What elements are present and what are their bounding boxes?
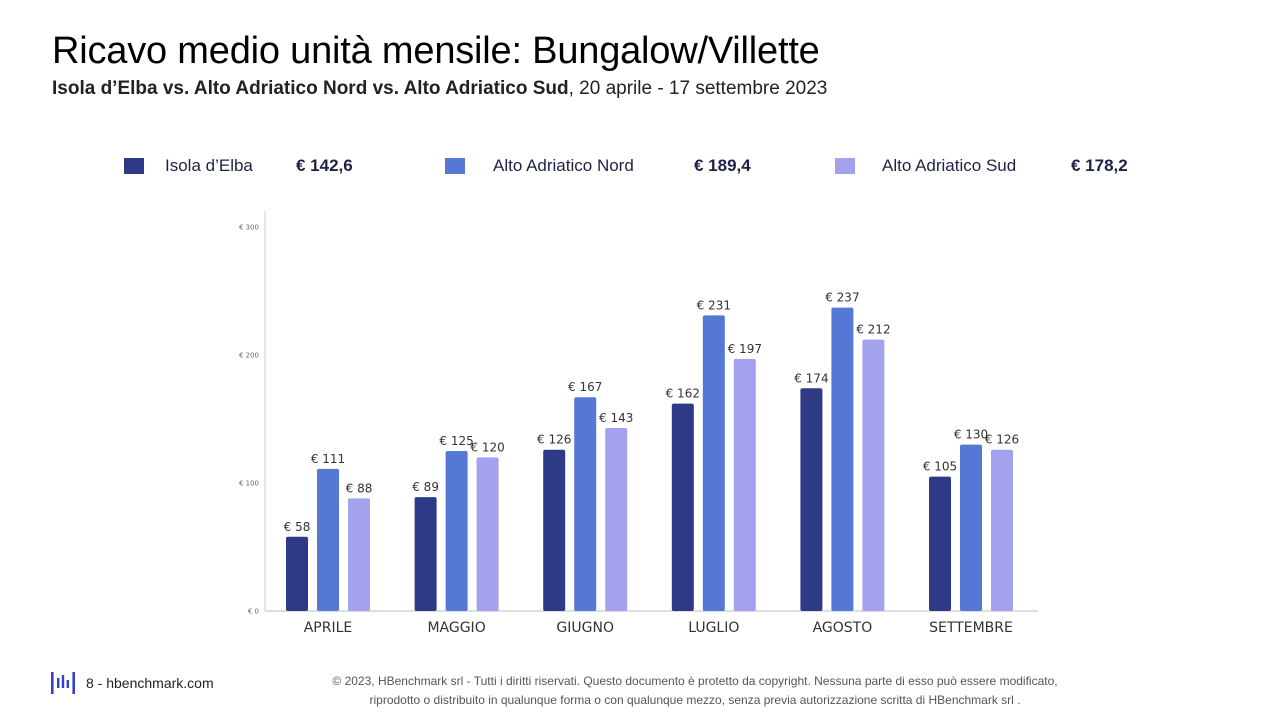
bar-value-label: € 197 xyxy=(728,342,762,356)
x-category-label: APRILE xyxy=(304,620,353,636)
bar xyxy=(543,449,566,611)
bar-value-label: € 162 xyxy=(666,387,700,401)
bar-value-label: € 212 xyxy=(856,323,890,337)
bar-value-label: € 167 xyxy=(568,380,602,394)
subtitle-regions: Isola d’Elba vs. Alto Adriatico Nord vs.… xyxy=(52,78,569,99)
bar xyxy=(862,339,885,611)
bar-value-label: € 231 xyxy=(697,298,731,312)
y-tick-label: € 300 xyxy=(239,224,259,232)
bar-value-label: € 126 xyxy=(985,433,1019,447)
bar-value-label: € 130 xyxy=(954,428,988,442)
footer-page-number: 8 - hbenchmark.com xyxy=(86,675,214,691)
x-category-label: MAGGIO xyxy=(427,620,485,636)
bar xyxy=(605,427,628,611)
footer-copyright: © 2023, HBenchmark srl - Tutti i diritti… xyxy=(250,672,1140,710)
bar xyxy=(574,397,597,611)
bar xyxy=(671,403,694,611)
bar-value-label: € 237 xyxy=(825,291,859,305)
footer-copyright-line1: © 2023, HBenchmark srl - Tutti i diritti… xyxy=(332,674,1058,688)
bar-value-label: € 174 xyxy=(794,371,828,385)
x-category-label: AGOSTO xyxy=(813,620,873,636)
legend-swatch-isola-elba xyxy=(124,158,144,174)
bar xyxy=(445,451,468,611)
bar-chart: € 0 € 100 € 200 € 300 € 58 € 111 € 88 APRILE € 8… xyxy=(239,211,1038,636)
legend-label: Alto Adriatico Nord xyxy=(493,156,634,175)
legend-swatch-alto-adriatico-nord xyxy=(445,158,465,174)
footer-copyright-line2: riprodotto o distribuito in qualunque fo… xyxy=(369,693,1021,707)
legend-label: Alto Adriatico Sud xyxy=(882,156,1017,175)
bar xyxy=(286,536,308,611)
legend-average-value: € 178,2 xyxy=(1071,156,1128,175)
page-subtitle: Isola d’Elba vs. Alto Adriatico Nord vs.… xyxy=(52,78,827,100)
bar-value-label: € 126 xyxy=(537,433,571,447)
bar-value-label: € 58 xyxy=(284,520,311,534)
bar xyxy=(800,388,823,611)
bar xyxy=(733,358,756,611)
legend-label: Isola d’Elba xyxy=(165,156,253,175)
bar xyxy=(317,468,339,611)
bar-value-label: € 120 xyxy=(470,440,504,454)
bar xyxy=(831,307,854,611)
bar xyxy=(991,449,1013,611)
legend-average-value: € 142,6 xyxy=(296,156,353,175)
bar xyxy=(929,476,951,611)
bar xyxy=(476,457,499,611)
bar-value-label: € 89 xyxy=(412,480,439,494)
legend-swatch-alto-adriatico-sud xyxy=(835,158,855,174)
bar-value-label: € 143 xyxy=(599,411,633,425)
bar-value-label: € 88 xyxy=(346,481,373,495)
x-category-label: SETTEMBRE xyxy=(929,620,1013,636)
bar xyxy=(702,315,725,611)
x-category-label: LUGLIO xyxy=(688,620,739,636)
bar xyxy=(960,444,982,611)
page-title: Ricavo medio unità mensile: Bungalow/Vil… xyxy=(52,30,820,72)
y-tick-label: € 200 xyxy=(239,352,259,360)
bar xyxy=(348,498,370,611)
bar-value-label: € 125 xyxy=(439,434,473,448)
legend-average-value: € 189,4 xyxy=(694,156,751,175)
y-tick-label: € 0 xyxy=(248,608,259,616)
x-category-label: GIUGNO xyxy=(556,620,614,636)
hbenchmark-logo-icon xyxy=(51,672,75,694)
bar xyxy=(414,497,437,611)
bar-value-label: € 111 xyxy=(311,452,345,466)
subtitle-period: , 20 aprile - 17 settembre 2023 xyxy=(568,78,828,99)
y-tick-label: € 100 xyxy=(239,480,259,488)
bar-value-label: € 105 xyxy=(923,460,957,474)
